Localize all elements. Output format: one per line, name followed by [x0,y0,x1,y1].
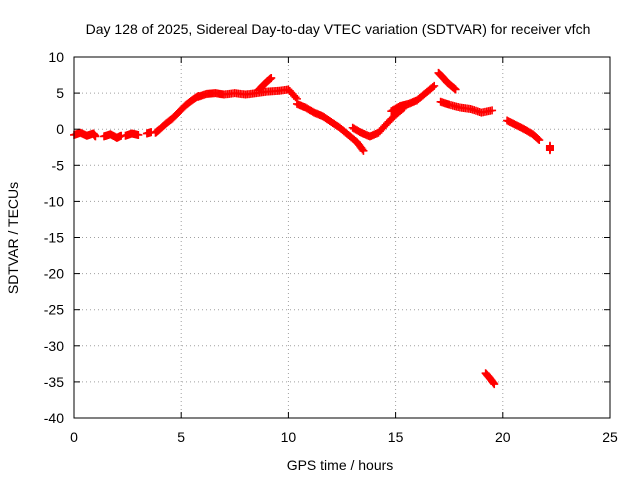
data-point-marker [359,146,368,155]
x-tick-label: 15 [388,429,404,445]
x-tick-label: 20 [495,429,511,445]
data-point-marker [358,145,367,154]
data-point-marker [488,106,497,115]
x-tick-label: 0 [70,429,78,445]
data-point-marker [428,83,437,92]
data-point-marker [535,136,544,145]
data-point-marker [534,135,543,144]
data-point-marker [291,93,300,102]
data-point-marker [267,73,276,82]
y-tick-label: 0 [56,121,64,137]
y-tick-label: -25 [44,302,64,318]
y-tick-label: 5 [56,85,64,101]
data-point-marker [430,81,439,90]
data-point-marker [451,85,460,94]
y-tick-label: -20 [44,266,64,282]
data-points [70,68,554,389]
y-tick-label: -35 [44,374,64,390]
y-tick-label: -5 [52,157,65,173]
y-tick-label: -30 [44,338,64,354]
x-tick-label: 10 [281,429,297,445]
data-point-marker [545,146,554,155]
chart-title: Day 128 of 2025, Sidereal Day-to-day VTE… [86,21,591,37]
y-axis-label: SDTVAR / TECUs [5,182,21,294]
x-axis-label: GPS time / hours [287,457,394,473]
grid-lines [74,57,610,418]
data-point-marker [91,132,100,141]
data-point-marker [134,130,143,139]
y-tick-label: 10 [48,49,64,65]
x-tick-label: 25 [602,429,618,445]
data-point-marker [490,380,499,389]
y-tick-label: -15 [44,230,64,246]
y-tick-label: -40 [44,410,64,426]
axis-ticks: 0 5 10 15 20 25 -40 -35 -30 -25 -20 -15 -10 -5 0 5 10 [44,49,618,445]
x-tick-label: 5 [177,429,185,445]
y-tick-label: -10 [44,193,64,209]
